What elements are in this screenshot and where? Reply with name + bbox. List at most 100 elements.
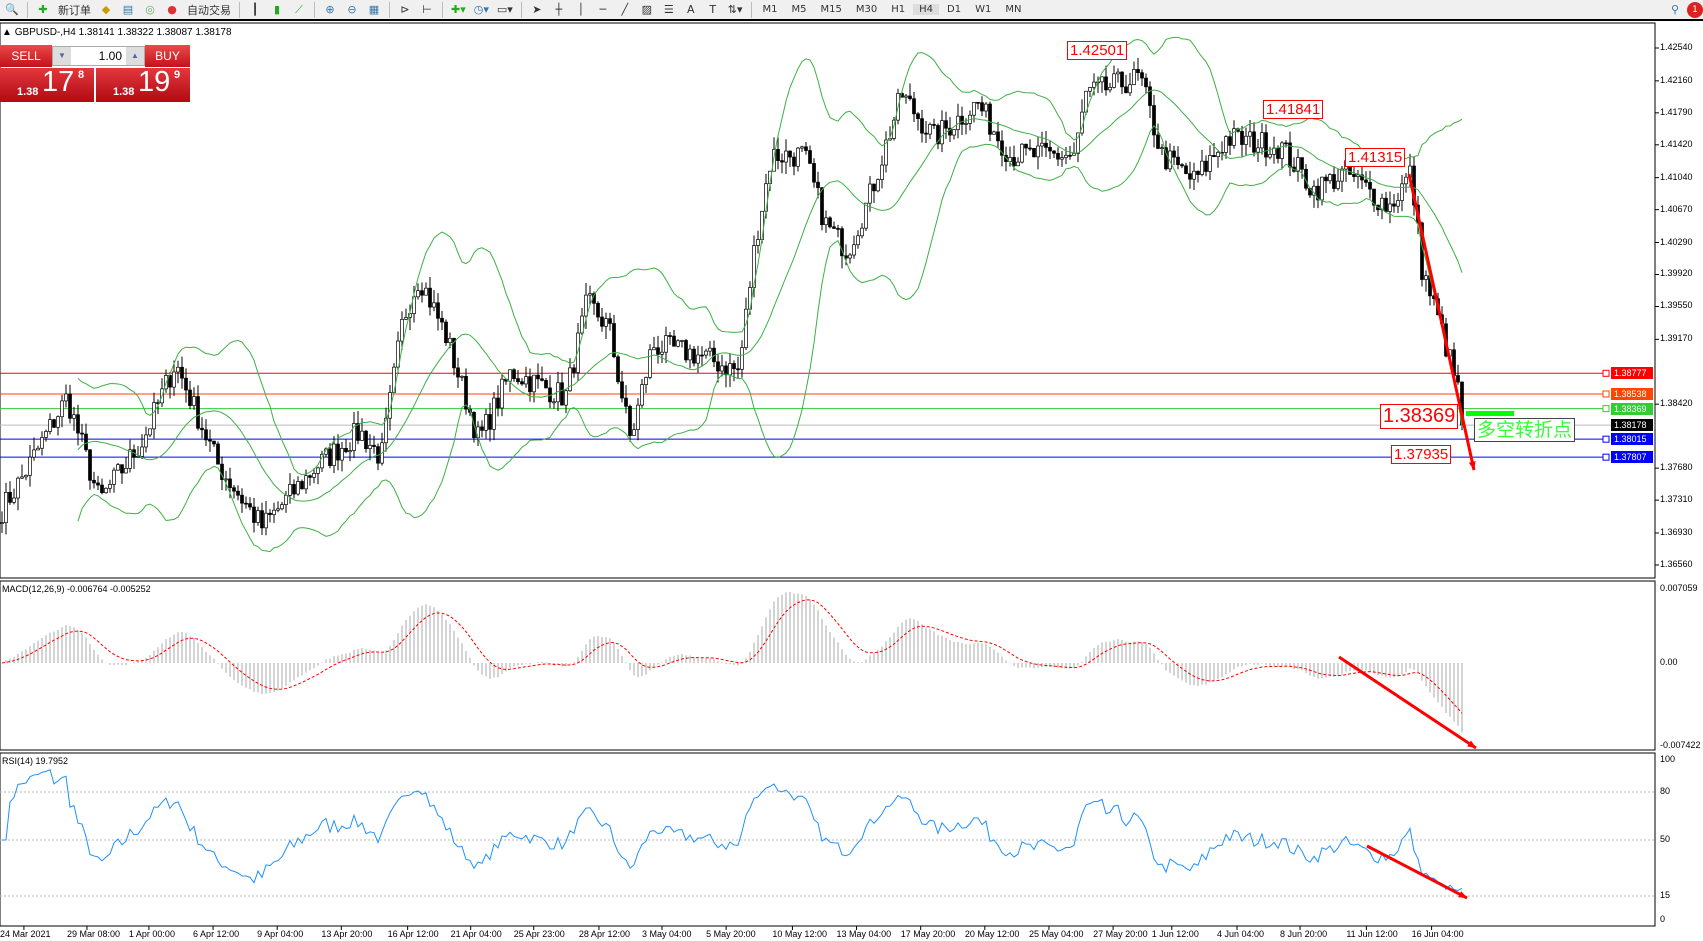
- tile-windows-icon[interactable]: ▦: [368, 3, 380, 16]
- text-icon[interactable]: A: [687, 3, 695, 16]
- candle-body: [8, 491, 12, 503]
- timeframe-d1[interactable]: D1: [947, 4, 962, 15]
- candle-body: [284, 495, 288, 505]
- candle-body: [96, 482, 100, 486]
- new-order-button[interactable]: 新订单: [58, 3, 91, 17]
- horizontal-line-icon[interactable]: ─: [599, 3, 607, 16]
- fibonacci-icon[interactable]: ☰: [663, 3, 674, 16]
- candle-body: [328, 448, 332, 466]
- macd-axis-label: 0.007059: [1660, 583, 1698, 593]
- cursor-icon[interactable]: ➤: [532, 3, 542, 16]
- pivot-text-label[interactable]: 多空转折点: [1474, 418, 1576, 442]
- candle-body: [980, 102, 984, 112]
- pivot-price-label[interactable]: 1.38369: [1380, 404, 1459, 429]
- time-axis-label: 25 May 04:00: [1028, 929, 1084, 939]
- zoom-icon[interactable]: 🔍: [5, 3, 19, 16]
- timeframe-mn[interactable]: MN: [1005, 4, 1022, 15]
- high-label-1[interactable]: 1.42501: [1067, 41, 1128, 60]
- auto-trading-icon[interactable]: ●: [167, 3, 177, 16]
- buy-button[interactable]: BUY: [145, 45, 190, 67]
- auto-trading-button[interactable]: 自动交易: [187, 3, 231, 17]
- bar-chart-icon[interactable]: ┃: [251, 3, 259, 16]
- candle-body: [736, 368, 740, 371]
- line-handle: [1602, 369, 1610, 377]
- time-axis-label: 6 Apr 12:00: [193, 929, 240, 939]
- high-label-2[interactable]: 1.41841: [1263, 100, 1324, 119]
- line-chart-icon[interactable]: ⟋: [295, 2, 303, 16]
- candle-body: [252, 506, 256, 523]
- market-watch-icon[interactable]: ◆: [101, 3, 111, 16]
- search-icon[interactable]: ⚲: [1670, 3, 1680, 16]
- lot-size-input[interactable]: 1.00: [98, 49, 122, 63]
- chart-shift-icon[interactable]: ⊢: [422, 3, 432, 16]
- candle-body: [128, 449, 132, 469]
- periods-icon[interactable]: ◷▾: [473, 3, 489, 16]
- arrows-icon[interactable]: ⇅▾: [727, 3, 743, 16]
- zoom-out-icon[interactable]: ⊖: [347, 3, 357, 16]
- candle-body: [272, 509, 276, 515]
- low-label[interactable]: 1.37935: [1391, 445, 1452, 464]
- candle-body: [1356, 174, 1360, 177]
- candle-body: [1188, 173, 1192, 180]
- candle-body: [480, 426, 484, 431]
- candle-body: [172, 371, 176, 388]
- crosshair-icon[interactable]: ┼: [555, 3, 563, 16]
- timeframe-m15[interactable]: M15: [820, 4, 842, 15]
- lot-increase-icon[interactable]: ▲: [126, 47, 144, 65]
- candle-body: [400, 318, 404, 342]
- trendline-icon[interactable]: ╱: [621, 3, 629, 16]
- candle-body: [1264, 132, 1268, 158]
- time-axis-label: 25 Apr 23:00: [513, 929, 565, 939]
- signals-icon[interactable]: ◎: [145, 3, 155, 16]
- high-label-3[interactable]: 1.41315: [1345, 148, 1406, 167]
- candle-body: [312, 473, 316, 478]
- templates-icon[interactable]: ▭▾: [496, 3, 513, 16]
- notification-icon[interactable]: 1: [1687, 1, 1703, 18]
- toolbar: 🔍 ✚ 新订单 ◆ ▤ ◎ ● 自动交易 ┃ ▮ ⟋ ⊕ ⊖ ▦ ⊳ ⊢ ✚▾ …: [0, 0, 1703, 21]
- auto-scroll-icon[interactable]: ⊳: [400, 3, 410, 16]
- candle-body: [1036, 145, 1040, 158]
- separator: [314, 1, 315, 18]
- candle-body: [724, 365, 728, 376]
- candle-body: [648, 349, 652, 378]
- timeframe-h4[interactable]: H4: [913, 4, 940, 15]
- candle-body: [1068, 154, 1072, 157]
- candlestick-icon[interactable]: ▮: [273, 3, 281, 16]
- sell-button[interactable]: SELL: [0, 45, 52, 67]
- lot-decrease-icon[interactable]: ▼: [53, 47, 71, 65]
- separator: [442, 1, 443, 18]
- timeframe-m5[interactable]: M5: [791, 4, 807, 15]
- timeframe-h1[interactable]: H1: [891, 4, 906, 15]
- candle-body: [1400, 183, 1404, 201]
- rsi-axis-label: 100: [1660, 754, 1676, 764]
- timeframe-w1[interactable]: W1: [975, 4, 992, 15]
- candle-body: [484, 414, 488, 431]
- navigator-icon[interactable]: ▤: [122, 3, 134, 16]
- equidistant-channel-icon[interactable]: ▨: [641, 3, 652, 16]
- candle-body: [992, 131, 996, 135]
- candle-body: [764, 183, 768, 212]
- candle-body: [1232, 128, 1236, 146]
- zoom-in-icon[interactable]: ⊕: [325, 3, 335, 16]
- candle-body: [268, 512, 272, 515]
- candle-body: [1028, 147, 1032, 150]
- new-order-icon[interactable]: ✚: [38, 3, 48, 16]
- candle-body: [1176, 156, 1180, 165]
- timeframe-m30[interactable]: M30: [855, 4, 878, 15]
- candle-body: [244, 502, 248, 505]
- lot-size-stepper[interactable]: ▼ 1.00 ▲: [52, 46, 145, 66]
- timeframe-m1[interactable]: M1: [762, 4, 778, 15]
- buy-price[interactable]: 1.38 19 9: [96, 66, 190, 102]
- candle-body: [816, 181, 820, 189]
- candle-body: [536, 374, 540, 380]
- candle-body: [776, 149, 780, 161]
- sell-price[interactable]: 1.38 17 8: [0, 66, 94, 102]
- candle-body: [1296, 157, 1300, 172]
- time-axis-label: 11 Jun 12:00: [1346, 929, 1398, 939]
- horizontal-line-price-tag: 1.38777: [1611, 367, 1653, 380]
- vertical-line-icon[interactable]: │: [577, 3, 585, 16]
- candle-body: [500, 378, 504, 409]
- text-label-icon[interactable]: T: [709, 3, 717, 16]
- indicators-icon[interactable]: ✚▾: [451, 3, 466, 16]
